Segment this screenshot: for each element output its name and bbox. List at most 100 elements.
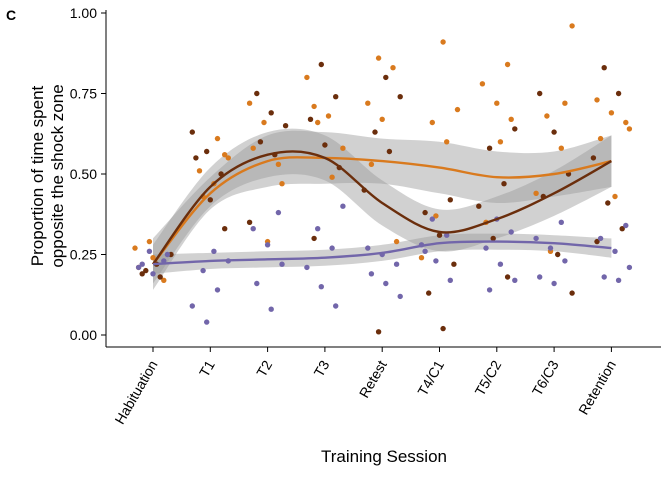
data-point-orange (329, 174, 335, 180)
data-point-purple (139, 261, 145, 267)
data-point-brown (619, 226, 625, 232)
x-tick-label: Retention (575, 358, 619, 418)
x-tick-label: T5/C2 (471, 357, 504, 398)
data-point-purple (626, 264, 633, 271)
data-point-orange (612, 193, 618, 200)
data-point-orange (504, 61, 511, 68)
data-point-purple (483, 245, 489, 251)
data-point-purple (368, 271, 375, 277)
data-point-purple (512, 277, 518, 283)
data-point-brown (204, 148, 210, 155)
data-point-purple (533, 235, 539, 242)
data-point-orange (558, 145, 564, 151)
data-point-purple (135, 264, 142, 271)
x-tick-label: Retest (356, 357, 390, 400)
y-axis-title-line-1: Proportion of time spent (28, 85, 47, 266)
data-point-orange (544, 113, 550, 119)
x-tick-label: T3 (310, 357, 332, 379)
data-point-orange (418, 255, 425, 261)
data-point-orange (479, 81, 486, 87)
data-point-purple (612, 248, 618, 254)
data-point-orange (250, 145, 256, 151)
data-point-brown (590, 155, 597, 161)
data-point-orange (390, 65, 396, 71)
ci-bands (153, 128, 612, 290)
data-point-brown (307, 116, 314, 123)
data-point-purple (365, 245, 371, 251)
data-point-orange (594, 97, 600, 103)
data-point-brown (601, 65, 607, 71)
data-point-purple (264, 242, 271, 248)
data-point-orange (444, 139, 450, 145)
data-point-purple (333, 303, 339, 309)
ci-band-brown (153, 128, 612, 284)
y-tick-label: 0.00 (70, 327, 97, 343)
data-point-orange (454, 106, 461, 113)
data-point-orange (626, 126, 633, 132)
data-point-orange (497, 139, 504, 145)
data-point-brown (207, 197, 213, 203)
data-point-purple (279, 261, 285, 267)
data-point-purple (433, 258, 439, 264)
data-point-brown (139, 271, 145, 277)
data-point-orange (146, 238, 153, 245)
data-point-purple (551, 280, 557, 287)
data-point-orange (597, 135, 604, 142)
data-point-purple (444, 232, 450, 238)
data-point-brown (594, 238, 600, 245)
data-point-purple (164, 251, 171, 258)
data-point-purple (211, 248, 217, 254)
data-point-brown (501, 181, 507, 187)
data-point-purple (340, 203, 346, 209)
data-point-orange (222, 152, 228, 158)
data-point-purple (204, 319, 210, 325)
data-point-orange (279, 181, 285, 187)
x-axis-title: Training Session (321, 447, 447, 466)
data-point-brown (143, 267, 149, 274)
data-point-orange (393, 238, 400, 245)
x-tick-label: T2 (253, 357, 275, 379)
smooth-line-brown (152, 150, 612, 265)
data-point-purple (422, 248, 428, 254)
data-point-brown (157, 274, 163, 280)
data-point-brown (490, 235, 496, 242)
data-point-purple (383, 280, 389, 287)
data-point-brown (193, 155, 199, 161)
data-point-brown (282, 123, 289, 129)
data-point-orange (623, 119, 629, 126)
data-point-purple (393, 261, 400, 267)
data-point-orange (365, 100, 371, 106)
data-point-orange (275, 161, 282, 167)
y-tick-label: 0.25 (70, 247, 97, 263)
data-point-brown (476, 203, 482, 209)
data-points (132, 23, 633, 335)
data-point-purple (268, 306, 274, 312)
data-point-brown (397, 94, 403, 100)
y-axis-title-line-2: opposite the shock zone (48, 84, 67, 267)
x-tick-label: T4/C1 (414, 357, 447, 398)
data-point-orange (533, 190, 539, 196)
axes: 0.00 0.25 0.50 0.75 1.00 Habituation T1 T2 T3 Re… (70, 5, 661, 427)
data-point-brown (426, 290, 432, 296)
data-point-brown (322, 142, 328, 148)
data-point-orange (429, 119, 435, 126)
data-point-brown (383, 74, 389, 81)
data-point-brown (257, 139, 264, 145)
data-point-orange (311, 103, 317, 110)
data-point-purple (615, 277, 622, 283)
data-point-orange (132, 245, 138, 251)
data-point-orange (325, 113, 332, 119)
data-point-brown (605, 200, 611, 206)
data-point-orange (562, 100, 568, 106)
data-point-brown (318, 61, 324, 68)
data-point-orange (608, 110, 615, 116)
data-point-purple (189, 303, 195, 309)
smooth-lines (152, 150, 612, 266)
data-point-purple (146, 248, 153, 254)
x-tick-label: T1 (196, 357, 218, 379)
x-tick-label: Habituation (111, 358, 160, 427)
data-point-purple (597, 235, 604, 242)
data-point-purple (200, 267, 206, 274)
